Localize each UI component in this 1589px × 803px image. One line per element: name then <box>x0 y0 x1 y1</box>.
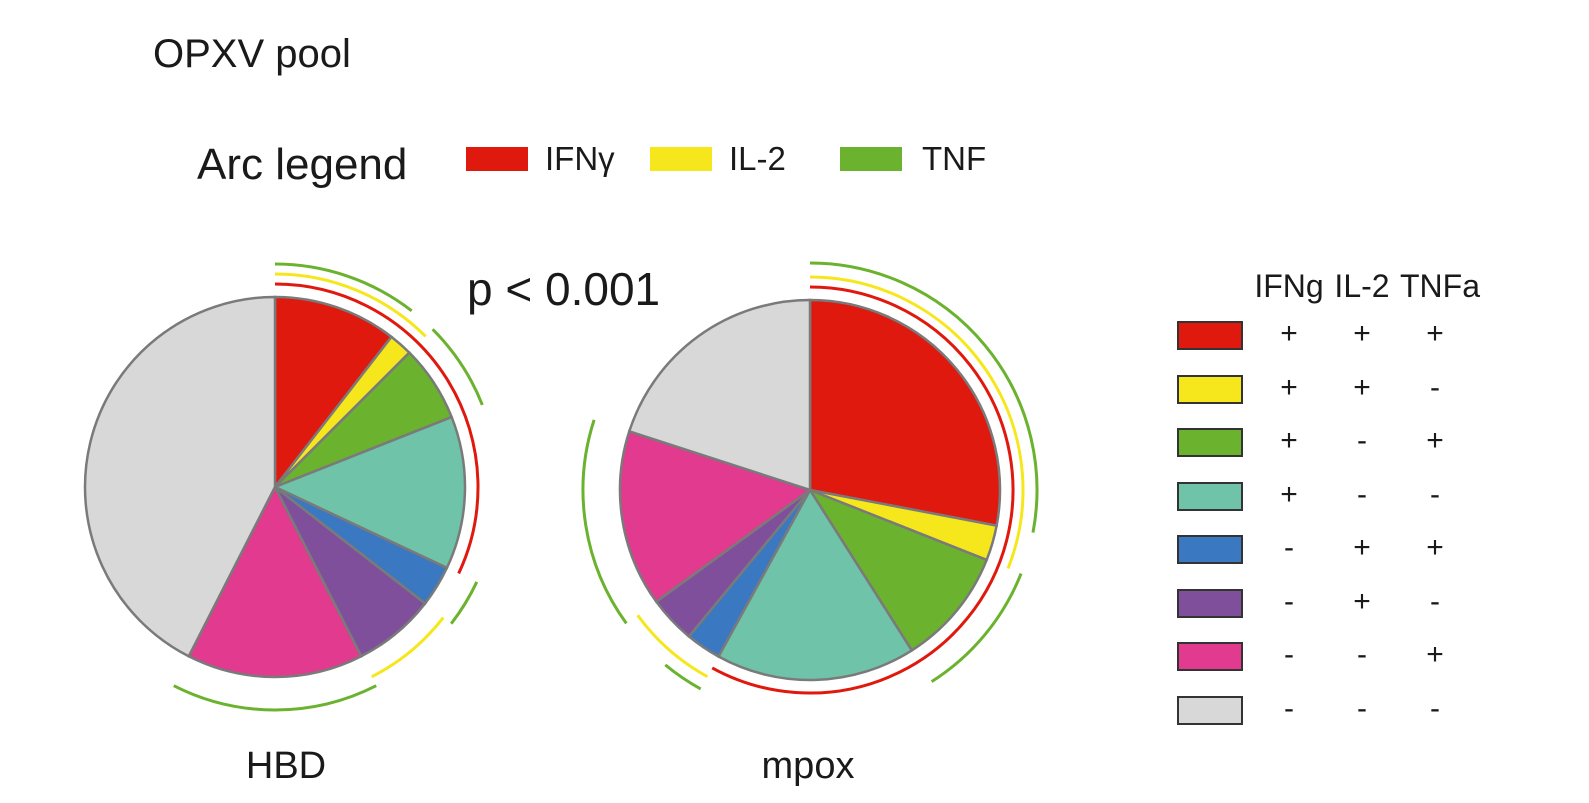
pie-label-mpox: mpox <box>761 745 855 787</box>
table-cell-3-1: - <box>1357 477 1367 511</box>
table-cell-6-0: - <box>1284 638 1294 671</box>
table-cell-1-0: + <box>1280 370 1298 404</box>
table-cell-0-1: + <box>1353 317 1371 350</box>
arc-legend-title: Arc legend <box>197 140 408 189</box>
table-cell-2-1: - <box>1357 424 1367 457</box>
table-cell-0-0: + <box>1280 317 1298 350</box>
arc-legend-label-il2: IL-2 <box>729 140 786 177</box>
arc-hbd-tnf-2 <box>450 581 479 625</box>
pie-slice-hbd-3 <box>271 415 467 570</box>
table-cell-4-2: + <box>1426 531 1444 564</box>
pie-slice-mpox-6 <box>618 429 813 604</box>
arc-hbd-tnf-1 <box>431 328 484 406</box>
table-header-ifng: IFNg <box>1254 268 1324 304</box>
figure-title: OPXV pool <box>153 32 351 76</box>
arc-legend-label-tnf: TNF <box>922 140 987 177</box>
table-header-il2: IL-2 <box>1334 268 1390 304</box>
table-cell-3-2: - <box>1430 477 1440 511</box>
arc-hbd-il2-1 <box>371 616 445 679</box>
arc-hbd-il2-0 <box>274 272 427 338</box>
pie-slice-hbd-6 <box>187 484 363 679</box>
pie-slice-mpox-2 <box>806 487 989 653</box>
table-cell-6-1: - <box>1357 638 1367 671</box>
table-cell-6-2: + <box>1426 638 1444 671</box>
table-cell-1-1: + <box>1353 370 1371 404</box>
table-cell-3-0: + <box>1280 477 1298 511</box>
pie-slice-hbd-7 <box>83 295 277 658</box>
table-cell-7-0: - <box>1284 691 1294 725</box>
table-cell-5-2: - <box>1430 584 1440 618</box>
arc-hbd-tnf-3 <box>173 684 377 712</box>
arc-mpox-tnf-3 <box>581 419 628 625</box>
arc-mpox-il2-1 <box>636 614 709 678</box>
table-cell-2-2: + <box>1426 424 1444 457</box>
arc-legend-label-ifng: IFNγ <box>545 140 615 177</box>
table-swatch-1 <box>1177 374 1243 404</box>
table-swatch-2 <box>1177 428 1243 457</box>
table-cell-7-2: - <box>1430 691 1440 725</box>
pie-slice-mpox-3 <box>716 487 914 682</box>
table-swatch-5 <box>1177 588 1243 618</box>
table-cell-7-1: - <box>1357 691 1367 725</box>
table-cell-4-0: - <box>1284 531 1294 564</box>
pie-label-hbd: HBD <box>245 745 327 787</box>
table-header-tnfa: TNFa <box>1400 268 1480 304</box>
table-cell-4-1: + <box>1353 531 1371 564</box>
arc-mpox-ifn-0 <box>711 285 1015 695</box>
table-cell-5-0: - <box>1284 584 1294 618</box>
arc-mpox-tnf-0 <box>809 261 1039 533</box>
table-swatch-7 <box>1177 695 1243 725</box>
table-swatch-3 <box>1177 481 1243 511</box>
arc-mpox-tnf-1 <box>930 573 1023 683</box>
table-cell-2-0: + <box>1280 424 1298 457</box>
p-value-annotation: p < 0.001 <box>467 263 661 315</box>
table-cell-5-1: + <box>1353 584 1371 618</box>
table-swatch-0 <box>1177 321 1243 350</box>
arc-legend-swatch-il2 <box>650 147 712 171</box>
arc-legend-swatch-ifng <box>466 147 528 171</box>
pie-slice-mpox-0 <box>808 298 1002 528</box>
pie-slice-hbd-0 <box>273 295 394 491</box>
table-swatch-6 <box>1177 642 1243 671</box>
table-cell-0-2: + <box>1426 317 1444 350</box>
arc-hbd-tnf-0 <box>274 262 413 312</box>
table-cell-1-2: - <box>1430 370 1440 404</box>
arc-mpox-il2-0 <box>809 275 1025 569</box>
arc-mpox-tnf-2 <box>664 663 702 691</box>
pie-slice-mpox-7 <box>627 298 812 492</box>
arc-hbd-ifn-0 <box>274 282 480 575</box>
table-swatch-4 <box>1177 535 1243 564</box>
arc-legend-swatch-tnf <box>840 147 902 171</box>
